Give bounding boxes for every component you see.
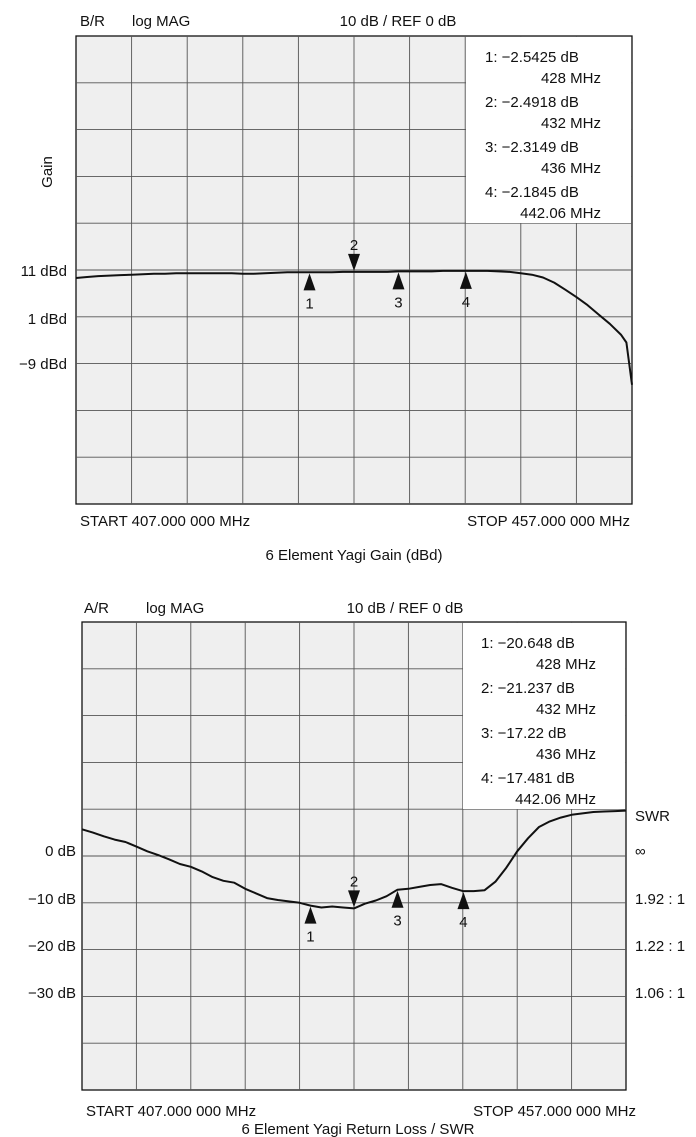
swr-axis-title: SWR (635, 808, 670, 825)
gain-marker-1-label: 1 (305, 295, 313, 312)
rl-marker-3-readout: 3: −17.22 dB (481, 725, 567, 742)
rl-markers: 1 2 3 4 (304, 873, 470, 946)
rl-grid (82, 622, 626, 1090)
swr-tick-label-3: 1.22 : 1 (635, 938, 685, 955)
gain-y-axis-label: Gain (39, 156, 56, 188)
rl-marker-2-label: 2 (350, 873, 358, 890)
gain-scale-label: 10 dB / REF 0 dB (340, 13, 457, 30)
gain-tick-label-1: 11 dBd (21, 263, 67, 280)
rl-marker-1-frequency: 428 MHz (536, 656, 596, 673)
rl-stop-frequency: STOP 457.000 000 MHz (473, 1103, 636, 1120)
gain-marker-1-frequency: 428 MHz (541, 70, 601, 87)
rl-marker-2-triangle (348, 890, 360, 908)
rl-format-label: log MAG (146, 600, 204, 617)
gain-marker-4-label: 4 (462, 294, 470, 311)
rl-marker-1-readout: 1: −20.648 dB (481, 635, 575, 652)
rl-marker-3-triangle (391, 890, 404, 908)
gain-markers: 1 2 3 4 (303, 237, 472, 312)
gain-marker-3-readout: 3: −2.3149 dB (485, 139, 579, 156)
gain-marker-3-frequency: 436 MHz (541, 160, 601, 177)
gain-chart-svg: B/R log MAG 10 dB / REF 0 dB 1: −2.5425 … (19, 13, 633, 564)
rl-trace-line (81, 809, 627, 910)
rl-marker-1-label: 1 (306, 929, 314, 946)
rl-tick-label-2: −10 dB (28, 891, 76, 908)
gain-channel-label: B/R (80, 13, 105, 30)
rl-marker-3-frequency: 436 MHz (536, 746, 596, 763)
return-loss-chart: A/R log MAG 10 dB / REF 0 dB 1: −20.648 … (0, 580, 696, 1137)
swr-tick-label-1: ∞ (635, 843, 646, 860)
rl-tick-label-1: 0 dB (45, 843, 76, 860)
gain-tick-label-2: 1 dBd (28, 311, 67, 328)
gain-marker-3-triangle (392, 272, 405, 290)
rl-marker-2-readout: 2: −21.237 dB (481, 680, 575, 697)
gain-tick-label-3: −9 dBd (19, 356, 67, 373)
rl-marker-4-readout: 4: −17.481 dB (481, 770, 575, 787)
rl-marker-3-label: 3 (393, 913, 401, 930)
gain-marker-1-readout: 1: −2.5425 dB (485, 49, 579, 66)
gain-marker-3-label: 3 (394, 294, 402, 311)
rl-marker-2-frequency: 432 MHz (536, 701, 596, 718)
rl-tick-label-3: −20 dB (28, 938, 76, 955)
gain-marker-4-readout: 4: −2.1845 dB (485, 184, 579, 201)
rl-marker-4-label: 4 (459, 914, 467, 931)
gain-marker-4-triangle (459, 271, 472, 289)
gain-chart-caption: 6 Element Yagi Gain (dBd) (265, 547, 442, 564)
rl-marker-1-triangle (304, 906, 317, 924)
gain-marker-4-frequency: 442.06 MHz (520, 205, 601, 222)
rl-tick-label-4: −30 dB (28, 985, 76, 1002)
gain-marker-2-frequency: 432 MHz (541, 115, 601, 132)
gain-marker-2-readout: 2: −2.4918 dB (485, 94, 579, 111)
rl-marker-readout-box (463, 623, 625, 809)
gain-marker-2-label: 2 (350, 237, 358, 254)
gain-stop-frequency: STOP 457.000 000 MHz (467, 513, 630, 530)
gain-start-frequency: START 407.000 000 MHz (80, 513, 250, 530)
gain-format-label: log MAG (132, 13, 190, 30)
gain-marker-2-triangle (348, 253, 360, 271)
rl-chart-caption: 6 Element Yagi Return Loss / SWR (242, 1121, 475, 1137)
rl-scale-label: 10 dB / REF 0 dB (347, 600, 464, 617)
rl-start-frequency: START 407.000 000 MHz (86, 1103, 256, 1120)
swr-tick-label-4: 1.06 : 1 (635, 985, 685, 1002)
return-loss-chart-svg: A/R log MAG 10 dB / REF 0 dB 1: −20.648 … (28, 600, 685, 1137)
rl-marker-4-triangle (457, 892, 470, 910)
rl-marker-readouts: 1: −20.648 dB 428 MHz 2: −21.237 dB 432 MHz… (481, 635, 596, 808)
swr-tick-label-2: 1.92 : 1 (635, 891, 685, 908)
gain-marker-readouts: 1: −2.5425 dB 428 MHz 2: −2.4918 dB 432 MHz… (485, 49, 601, 222)
gain-chart: B/R log MAG 10 dB / REF 0 dB 1: −2.5425 … (19, 13, 633, 564)
gain-marker-1-triangle (303, 273, 316, 291)
rl-marker-4-frequency: 442.06 MHz (515, 791, 596, 808)
rl-channel-label: A/R (84, 600, 109, 617)
gain-marker-readout-box (466, 37, 631, 223)
gain-trace-line (75, 269, 633, 385)
